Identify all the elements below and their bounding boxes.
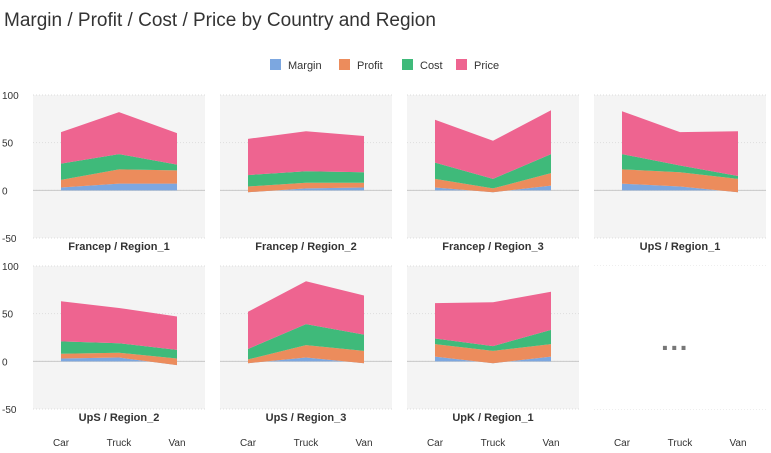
x-tick-label-car: Car xyxy=(240,438,257,449)
legend-swatch-price xyxy=(456,59,467,70)
legend-swatch-profit xyxy=(339,59,350,70)
area-profit xyxy=(622,169,738,193)
area-cost xyxy=(248,324,364,360)
x-tick-label-car: Car xyxy=(614,438,631,449)
panel-3: Francep / Region_3 xyxy=(407,94,579,253)
area-price xyxy=(61,301,177,350)
panel-label: Francep / Region_1 xyxy=(68,241,169,253)
x-tick-label-car: Car xyxy=(427,438,444,449)
area-profit xyxy=(248,182,364,193)
y-tick-label: 100 xyxy=(2,91,19,102)
panel-7: UpK / Region_1 xyxy=(407,265,579,424)
legend-label-price: Price xyxy=(474,60,499,72)
legend-label-cost: Cost xyxy=(420,60,443,72)
x-tick-label-van: Van xyxy=(729,438,746,449)
area-margin xyxy=(61,183,177,191)
area-cost xyxy=(61,341,177,359)
area-margin xyxy=(622,183,738,193)
empty-panel-background xyxy=(594,266,766,409)
panel-1: Francep / Region_1 xyxy=(33,94,205,253)
panel-label: Francep / Region_2 xyxy=(255,241,356,253)
area-profit xyxy=(435,344,551,364)
x-tick-label-truck: Truck xyxy=(107,438,133,449)
y-tick-label: -50 xyxy=(2,405,17,416)
x-tick-label-car: Car xyxy=(53,438,70,449)
area-price xyxy=(61,112,177,165)
y-tick-label: 0 xyxy=(2,357,8,368)
y-tick-label: 50 xyxy=(2,139,14,150)
area-price xyxy=(248,281,364,349)
y-tick-label: 100 xyxy=(2,262,19,273)
area-margin xyxy=(61,357,177,366)
area-profit xyxy=(61,352,177,366)
area-cost xyxy=(622,154,738,179)
y-tick-label: 0 xyxy=(2,186,8,197)
area-cost xyxy=(61,154,177,180)
area-cost xyxy=(248,171,364,187)
area-profit xyxy=(248,345,364,364)
legend-label-profit: Profit xyxy=(357,60,383,72)
panel-4: UpS / Region_1 xyxy=(594,94,766,253)
legend-label-margin: Margin xyxy=(288,60,322,72)
area-cost xyxy=(435,154,551,189)
x-tick-label-van: Van xyxy=(168,438,185,449)
panel-8: ··· xyxy=(594,265,766,410)
panel-6: UpS / Region_3 xyxy=(220,265,392,424)
legend-swatch-margin xyxy=(270,59,281,70)
x-tick-label-van: Van xyxy=(355,438,372,449)
panel-label: UpK / Region_1 xyxy=(452,412,533,424)
panel-5: UpS / Region_2 xyxy=(33,265,205,424)
area-margin xyxy=(248,357,364,364)
area-profit xyxy=(435,173,551,193)
panel-label: UpS / Region_1 xyxy=(640,241,721,253)
area-price xyxy=(435,291,551,347)
chart-title: Margin / Profit / Cost / Price by Countr… xyxy=(4,10,436,31)
panel-label: UpS / Region_3 xyxy=(266,412,347,424)
area-margin xyxy=(248,187,364,193)
area-price xyxy=(622,111,738,177)
area-cost xyxy=(435,329,551,351)
y-tick-label: -50 xyxy=(2,234,17,245)
y-tick-label: 50 xyxy=(2,310,14,321)
panel-label: Francep / Region_3 xyxy=(442,241,543,253)
x-tick-label-van: Van xyxy=(542,438,559,449)
panel-2: Francep / Region_2 xyxy=(220,94,392,253)
panel-label: UpS / Region_2 xyxy=(79,412,160,424)
area-price xyxy=(435,110,551,179)
x-tick-label-truck: Truck xyxy=(294,438,320,449)
area-profit xyxy=(61,169,177,188)
x-tick-label-truck: Truck xyxy=(481,438,507,449)
legend-swatch-cost xyxy=(402,59,413,70)
more-panels-indicator: ··· xyxy=(661,332,689,363)
area-price xyxy=(248,131,364,176)
x-tick-label-truck: Truck xyxy=(668,438,694,449)
